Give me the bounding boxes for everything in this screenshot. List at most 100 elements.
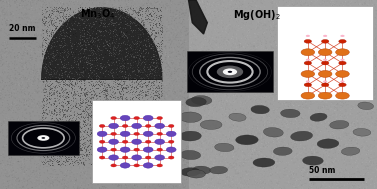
Point — [328, 52, 334, 55]
Point — [33, 170, 39, 173]
Point — [161, 124, 167, 127]
Point — [53, 11, 59, 14]
Point — [328, 166, 334, 169]
Point — [171, 24, 177, 27]
Point — [261, 161, 267, 164]
Point — [144, 93, 150, 96]
Point — [110, 175, 116, 178]
Point — [73, 11, 79, 14]
Point — [372, 182, 377, 185]
Point — [278, 150, 284, 153]
Point — [58, 144, 64, 147]
Point — [57, 32, 63, 35]
Point — [229, 150, 235, 153]
Point — [339, 82, 345, 85]
Point — [278, 27, 284, 30]
Point — [360, 136, 366, 139]
Point — [208, 91, 215, 94]
Point — [337, 57, 343, 60]
Point — [104, 103, 110, 106]
Point — [296, 82, 302, 85]
Point — [87, 66, 93, 69]
Point — [320, 52, 326, 55]
Point — [222, 49, 228, 52]
Point — [257, 80, 263, 83]
Point — [334, 115, 340, 118]
Point — [53, 176, 59, 179]
Point — [270, 129, 276, 132]
Point — [370, 133, 376, 136]
Point — [115, 12, 121, 15]
Point — [69, 108, 75, 112]
Point — [268, 83, 274, 86]
Point — [80, 33, 86, 36]
Point — [109, 18, 115, 21]
Point — [90, 39, 96, 42]
Point — [242, 23, 248, 26]
Point — [216, 117, 222, 120]
Point — [360, 125, 366, 128]
Point — [103, 97, 109, 100]
Point — [287, 117, 293, 120]
Point — [262, 124, 268, 127]
Point — [172, 3, 178, 6]
Point — [36, 131, 42, 134]
Point — [262, 1, 268, 4]
Point — [170, 78, 176, 81]
Point — [321, 29, 327, 32]
Point — [342, 59, 348, 62]
Point — [268, 66, 274, 69]
Point — [60, 134, 66, 137]
Point — [29, 58, 35, 61]
Point — [326, 99, 332, 102]
Point — [374, 22, 377, 25]
Point — [300, 184, 306, 187]
Point — [166, 4, 172, 7]
Point — [346, 78, 352, 81]
Point — [37, 128, 43, 131]
Point — [233, 55, 239, 58]
Point — [147, 101, 153, 104]
Point — [24, 80, 30, 83]
Point — [333, 36, 339, 39]
Point — [280, 53, 286, 56]
Point — [362, 74, 368, 77]
Point — [285, 60, 291, 64]
Point — [295, 14, 301, 17]
Point — [193, 147, 199, 150]
Point — [313, 163, 319, 166]
Point — [24, 179, 30, 182]
Point — [79, 24, 85, 27]
Point — [96, 44, 102, 47]
Point — [231, 151, 237, 154]
Point — [323, 117, 329, 120]
Point — [304, 174, 310, 177]
Point — [115, 45, 121, 48]
Point — [260, 163, 266, 166]
Point — [137, 33, 143, 36]
Point — [303, 63, 310, 66]
Point — [68, 108, 74, 111]
Point — [62, 57, 68, 60]
Point — [273, 137, 279, 140]
Point — [23, 152, 29, 155]
Point — [282, 121, 288, 124]
Point — [100, 187, 106, 189]
Point — [360, 56, 366, 59]
Point — [309, 9, 315, 12]
Point — [67, 172, 73, 175]
Point — [345, 139, 351, 142]
Point — [219, 13, 225, 16]
Point — [22, 46, 28, 49]
Point — [353, 2, 359, 5]
Point — [121, 41, 127, 44]
Point — [138, 152, 144, 155]
Point — [242, 37, 248, 40]
Point — [51, 165, 57, 168]
Point — [99, 125, 105, 128]
Point — [150, 53, 156, 56]
Point — [347, 98, 353, 101]
Point — [120, 127, 126, 130]
Point — [311, 124, 317, 127]
Ellipse shape — [321, 83, 329, 87]
